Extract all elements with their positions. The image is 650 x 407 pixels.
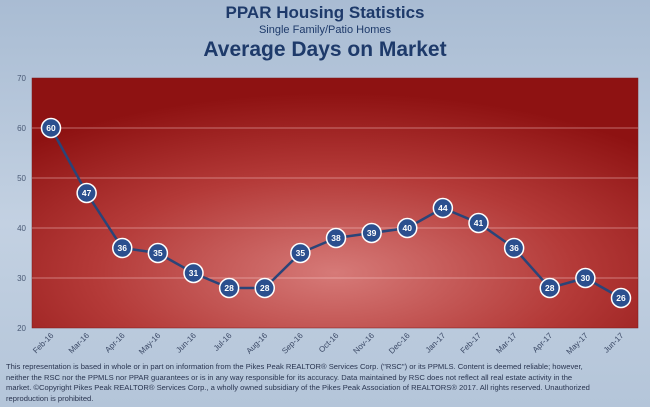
y-tick-label: 60 <box>17 124 26 133</box>
data-point <box>112 237 133 259</box>
data-point <box>361 222 382 244</box>
data-point <box>183 262 204 284</box>
y-tick-label: 50 <box>17 174 26 183</box>
footer-line: market. ©Copyright Pikes Peak REALTOR® S… <box>6 383 590 392</box>
footer-line: This representation is based in whole or… <box>6 362 583 371</box>
x-tick-label: Feb-16 <box>31 331 56 356</box>
x-tick-label: Jun-17 <box>602 331 626 355</box>
data-point <box>325 227 347 249</box>
data-label: 44 <box>438 203 448 213</box>
data-label: 60 <box>46 123 56 133</box>
data-label: 36 <box>118 243 128 253</box>
x-tick-label: Apr-17 <box>531 331 555 355</box>
data-label: 38 <box>331 233 341 243</box>
x-tick-label: May-17 <box>565 331 591 357</box>
x-tick-label: Dec-16 <box>387 331 412 356</box>
data-label: 40 <box>403 223 413 233</box>
chart-title: PPAR Housing Statistics <box>225 3 425 22</box>
x-tick-label: Nov-16 <box>351 331 376 356</box>
data-label: 28 <box>545 283 555 293</box>
y-tick-label: 30 <box>17 274 26 283</box>
data-point <box>290 242 311 264</box>
footer-line: neither the RSC nor the PPMLS nor PPAR g… <box>6 372 573 382</box>
data-point <box>575 267 596 289</box>
data-label: 28 <box>224 283 234 293</box>
data-label: 26 <box>616 293 626 303</box>
data-label: 30 <box>581 273 591 283</box>
chart-heading: Average Days on Market <box>203 38 447 61</box>
data-label: 47 <box>82 188 92 198</box>
x-tick-label: May-16 <box>137 331 163 357</box>
data-label: 35 <box>296 248 306 258</box>
x-tick-label: Jan-17 <box>424 331 448 355</box>
data-label: 41 <box>474 218 484 228</box>
x-tick-label: Jul-16 <box>212 331 234 353</box>
plot-area <box>31 77 639 329</box>
data-point <box>539 277 560 299</box>
data-label: 31 <box>189 268 199 278</box>
data-point <box>397 217 418 239</box>
footer-disclaimer: This representation is based in whole or… <box>6 362 642 404</box>
y-tick-label: 20 <box>17 324 26 333</box>
data-point <box>147 242 169 264</box>
x-tick-label: Apr-16 <box>103 331 127 355</box>
x-tick-label: Oct-16 <box>317 331 341 355</box>
x-tick-label: Feb-17 <box>459 331 484 356</box>
data-point <box>468 212 489 234</box>
data-label: 28 <box>260 283 270 293</box>
chart-subtitle: Single Family/Patio Homes <box>258 24 392 36</box>
footer-line: reproduction is prohibited. <box>6 393 94 403</box>
x-tick-label: Mar-17 <box>494 331 519 356</box>
y-tick-label: 40 <box>17 224 26 233</box>
data-label: 36 <box>509 243 519 253</box>
data-point <box>40 117 62 139</box>
data-point <box>254 277 275 299</box>
data-label: 39 <box>367 228 377 238</box>
x-tick-label: Mar-16 <box>67 331 92 356</box>
y-tick-label: 70 <box>17 74 26 83</box>
x-tick-label: Aug-16 <box>245 331 270 356</box>
x-tick-label: Sep-16 <box>280 331 305 356</box>
x-tick-label: Jun-16 <box>174 331 198 355</box>
data-point <box>432 197 454 219</box>
data-point <box>76 182 97 204</box>
data-point <box>503 237 525 259</box>
data-point <box>610 287 632 309</box>
data-point <box>218 277 240 299</box>
data-label: 35 <box>153 248 163 258</box>
